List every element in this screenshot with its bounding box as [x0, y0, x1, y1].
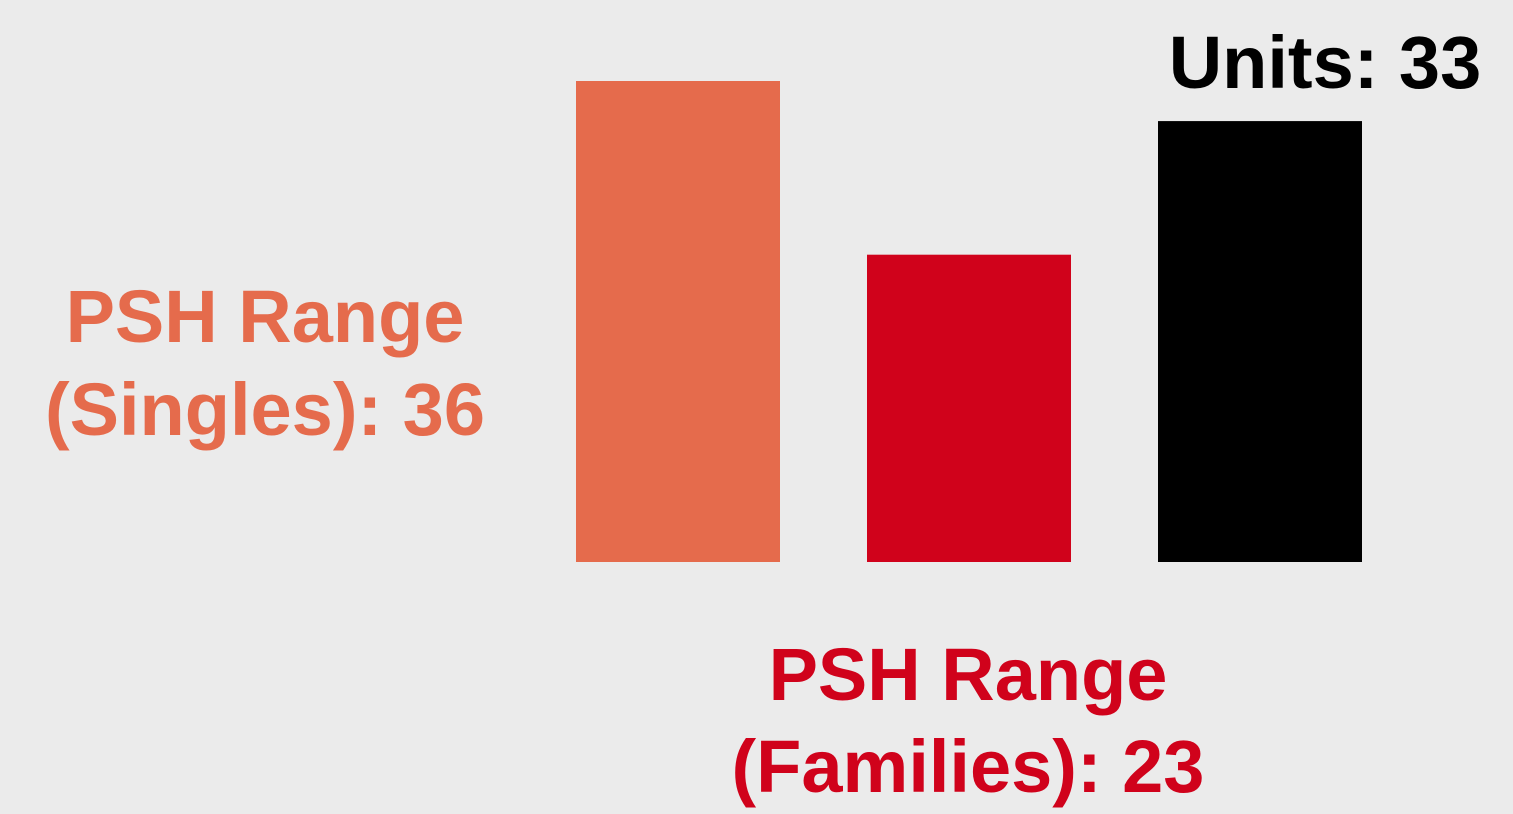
value-label-line: (Families): 23: [732, 725, 1205, 808]
value-label: Units: 33: [1169, 21, 1482, 104]
value-label-line: PSH Range: [66, 275, 465, 358]
bar: [1158, 121, 1362, 562]
value-label: PSH Range (Families): 23: [732, 633, 1205, 808]
bar: [576, 81, 780, 562]
value-label: PSH Range (Singles): 36: [45, 275, 485, 451]
value-label-line: (Singles): 36: [45, 368, 485, 451]
value-label-line: Units: 33: [1169, 21, 1482, 104]
value-label-line: PSH Range: [769, 633, 1168, 716]
bar: [867, 254, 1071, 562]
